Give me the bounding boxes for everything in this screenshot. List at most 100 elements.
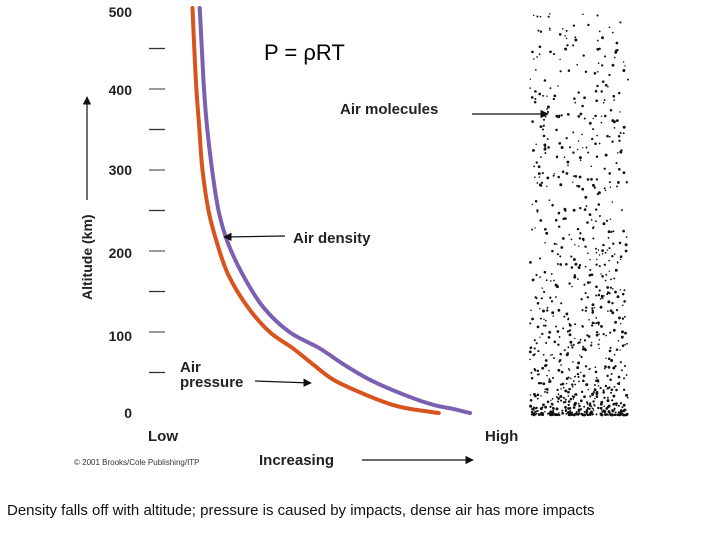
air-molecule-dot (620, 369, 623, 372)
air-molecule-dot (547, 146, 550, 149)
air-molecule-dot (617, 414, 620, 416)
air-pressure-label: Air pressure (180, 359, 243, 391)
air-molecule-dot (611, 301, 614, 305)
air-molecule-dot (582, 54, 585, 57)
air-molecule-dot (573, 275, 577, 279)
air-molecule-dot (586, 221, 589, 224)
air-molecule-dot (541, 128, 545, 131)
air-molecule-dot (567, 400, 571, 403)
air-molecule-dot (561, 237, 565, 240)
x-tick-label-low: Low (148, 428, 178, 445)
air-molecule-dot (566, 44, 569, 47)
air-molecule-dot (615, 388, 618, 392)
air-molecule-dot (532, 406, 535, 409)
air-molecule-dot (611, 409, 615, 413)
air-molecule-dot (615, 41, 619, 45)
air-molecule-dot (566, 160, 570, 164)
air-molecule-dot (596, 14, 599, 17)
air-molecule-dot (619, 255, 623, 258)
air-molecule-dot (591, 183, 595, 187)
air-molecule-dot (565, 136, 568, 140)
air-molecule-dot (562, 396, 565, 399)
air-molecule-dot (599, 305, 603, 309)
air-molecule-dot (557, 225, 561, 228)
air-molecule-dot (558, 33, 562, 36)
air-molecule-dot (574, 174, 578, 178)
air-molecule-dot (603, 99, 606, 102)
air-molecule-dot (556, 263, 559, 265)
air-molecule-dot (608, 259, 610, 262)
air-molecule-dot (611, 31, 614, 34)
air-molecule-dot (541, 287, 544, 289)
air-molecule-dot (598, 333, 600, 335)
air-molecule-dot (612, 94, 616, 98)
air-molecule-dot (535, 342, 538, 345)
air-molecule-dot (612, 230, 615, 233)
air-molecule-dot (603, 114, 607, 118)
air-molecule-dot (593, 71, 597, 75)
air-molecule-dot (543, 290, 546, 294)
air-molecule-dot (612, 328, 616, 332)
air-molecule-dot (578, 264, 582, 267)
air-molecule-dot (532, 394, 535, 396)
air-molecule-dot (547, 15, 550, 18)
air-molecule-dot (539, 317, 542, 320)
air-molecule-dot (583, 283, 586, 286)
air-molecule-dot (608, 349, 612, 353)
air-molecule-dot (595, 392, 599, 396)
air-molecule-dot (549, 405, 552, 408)
air-pressure-curve (190, 6, 441, 415)
air-molecule-dot (583, 339, 587, 342)
air-molecule-dot (562, 401, 566, 404)
air-molecule-dot (609, 346, 612, 349)
air-molecule-dot (536, 209, 539, 212)
air-molecule-dot (610, 278, 613, 281)
air-molecule-dot (583, 405, 586, 408)
air-molecule-dot (549, 296, 552, 299)
air-molecule-dot (606, 374, 609, 378)
air-molecule-dot (565, 37, 568, 40)
air-molecule-dot (604, 251, 607, 254)
air-molecule-dot (604, 384, 608, 388)
y-tick-label: 400 (109, 82, 133, 98)
air-molecule-dot (537, 172, 541, 176)
air-molecule-dot (581, 187, 585, 191)
air-molecule-dot (529, 358, 531, 361)
air-molecule-dot (574, 383, 577, 386)
air-molecule-dot (564, 34, 566, 37)
air-molecule-dot (572, 151, 575, 154)
air-molecule-dot (567, 69, 571, 72)
air-molecule-dot (531, 278, 535, 282)
air-molecule-dot (626, 342, 628, 345)
air-molecule-dot (594, 89, 598, 93)
air-molecule-dot (598, 265, 601, 268)
air-molecule-dot (546, 176, 550, 180)
air-molecule-dot (610, 388, 614, 391)
air-molecule-dot (539, 184, 543, 187)
air-molecule-dot (557, 211, 561, 215)
air-molecule-dot (618, 241, 622, 245)
air-molecule-dot (596, 258, 598, 261)
air-molecule-dot (594, 142, 597, 145)
air-molecule-dot (559, 352, 562, 356)
air-molecule-dot (597, 343, 600, 346)
air-molecule-dot (541, 332, 544, 336)
air-molecule-dot (550, 300, 554, 303)
air-pressure-label-line: pressure (180, 374, 243, 391)
air-molecule-dot (540, 395, 542, 397)
air-molecule-dot (546, 309, 549, 312)
air-molecule-dot (584, 70, 588, 74)
air-molecule-dot (584, 365, 588, 368)
air-molecule-dot (548, 412, 551, 415)
air-molecule-dot (613, 253, 616, 255)
air-molecule-dot (626, 78, 629, 81)
air-molecule-dot (574, 262, 578, 266)
air-molecule-dot (551, 398, 554, 400)
air-molecule-dot (606, 406, 610, 409)
air-molecule-dot (539, 219, 543, 222)
air-molecule-dot (597, 249, 600, 251)
air-molecule-dot (534, 227, 536, 229)
air-molecule-dot (536, 15, 539, 18)
air-pressure-arrow (254, 378, 312, 387)
air-molecule-dot (530, 406, 533, 408)
